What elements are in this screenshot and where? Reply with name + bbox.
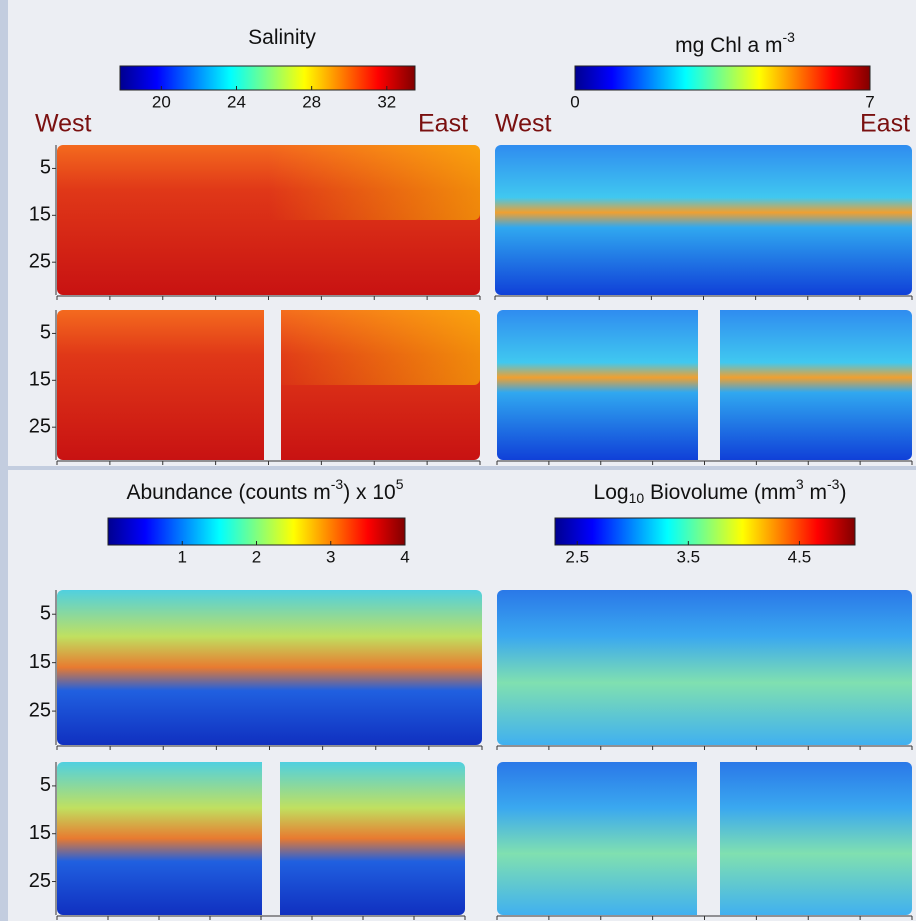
title-part: Salinity [248, 26, 316, 49]
title-part: -3 [827, 476, 840, 492]
colorbar-tick-label: 28 [302, 92, 321, 111]
colorbar [107, 517, 406, 546]
colorbar-tick-label: 3.5 [677, 547, 701, 566]
y-tick-label: 5 [40, 157, 51, 179]
section-gap [262, 760, 280, 917]
y-tick-label: 25 [29, 870, 51, 892]
colorbar-tick-label: 0 [570, 92, 579, 111]
colorbar-tick-label: 3 [326, 547, 335, 566]
title-part: Biovolume (mm [644, 481, 796, 504]
panel-title: Salinity [248, 26, 316, 49]
colorbar [554, 517, 856, 546]
east-label: East [418, 110, 468, 138]
section-gap [697, 760, 720, 917]
title-part: ) x 10 [343, 481, 396, 504]
title-part: -3 [782, 29, 795, 45]
y-tick-label: 25 [29, 699, 51, 721]
section-heatmap [57, 762, 465, 915]
colorbar-tick-label: 1 [178, 547, 187, 566]
y-tick-label: 5 [40, 603, 51, 625]
title-part: -3 [331, 476, 344, 492]
title-part: ) [839, 481, 846, 504]
y-tick-label: 15 [29, 369, 51, 391]
colorbar-tick-label: 2 [252, 547, 261, 566]
y-tick-label: 15 [29, 651, 51, 673]
title-part: 10 [629, 490, 645, 506]
title-part: m [804, 481, 827, 504]
panel-title: Abundance (counts m-3) x 105 [126, 476, 403, 504]
panel-title: mg Chl a m-3 [675, 29, 795, 57]
colorbar-tick-label: 20 [152, 92, 171, 111]
colorbar [574, 65, 871, 91]
colorbar-tick-label: 24 [227, 92, 246, 111]
section-heatmap [495, 145, 912, 295]
title-part: 3 [796, 476, 804, 492]
section-overlay [57, 145, 480, 220]
colorbar [119, 65, 416, 91]
section-gap [264, 308, 281, 462]
section-heatmap [57, 590, 482, 745]
y-tick-label: 15 [29, 822, 51, 844]
title-part: 5 [396, 476, 404, 492]
title-part: mg Chl a m [675, 34, 782, 57]
y-tick-label: 25 [29, 250, 51, 272]
panel-title: Log10 Biovolume (mm3 m-3) [594, 476, 847, 506]
colorbar-tick-label: 4.5 [788, 547, 812, 566]
colorbar-tick-label: 32 [377, 92, 396, 111]
section-heatmap [497, 590, 912, 745]
y-tick-label: 5 [40, 774, 51, 796]
west-label: West [495, 110, 552, 138]
east-label: East [860, 110, 910, 138]
title-part: Log [594, 481, 629, 504]
colorbar-tick-label: 2.5 [565, 547, 589, 566]
colorbar-tick-label: 7 [865, 92, 874, 111]
title-part: Abundance (counts m [126, 481, 330, 504]
colorbar-tick-label: 4 [400, 547, 409, 566]
y-tick-label: 15 [29, 204, 51, 226]
west-label: West [35, 110, 92, 138]
y-tick-label: 25 [29, 415, 51, 437]
y-tick-label: 5 [40, 322, 51, 344]
section-gap [698, 308, 720, 462]
